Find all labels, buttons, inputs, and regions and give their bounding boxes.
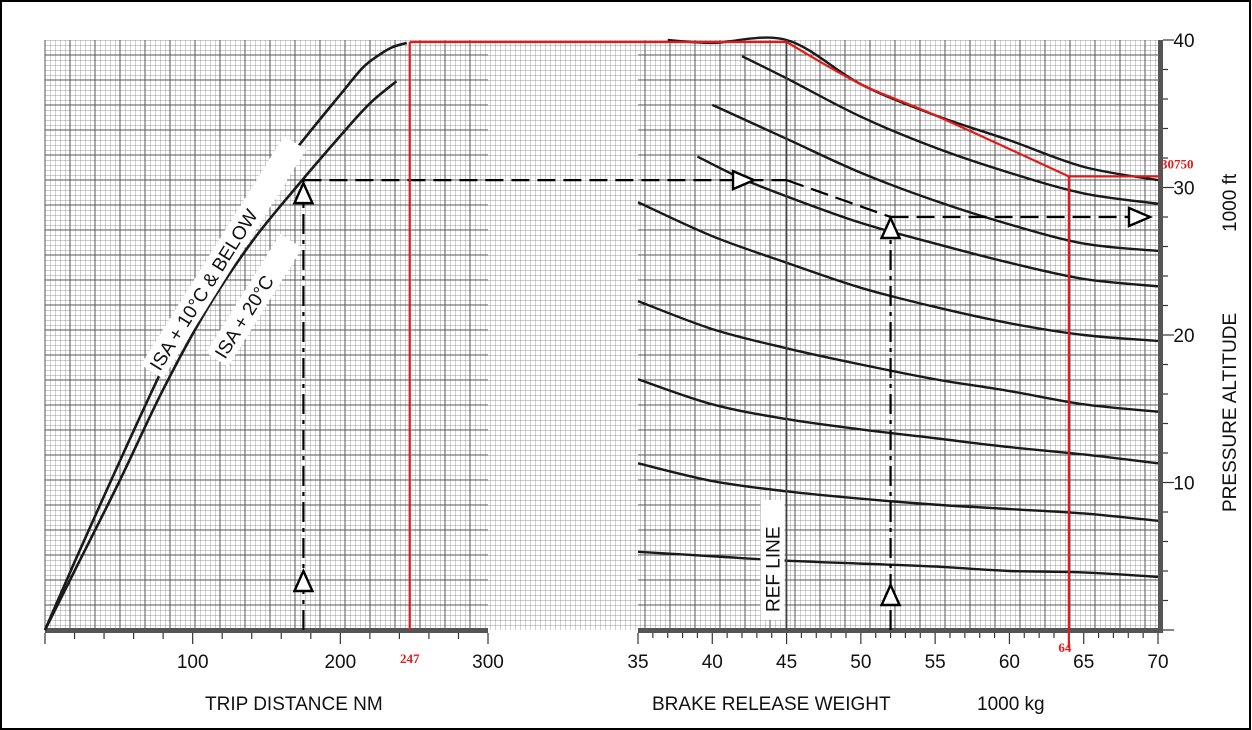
ref-line-group: REF LINE xyxy=(760,40,788,630)
distance-tick-label: 100 xyxy=(177,652,209,673)
axis-ticks xyxy=(44,39,1174,644)
weight-axis-unit: 1000 kg xyxy=(977,694,1045,715)
weight-curve xyxy=(637,462,1159,523)
arrow-up-icon xyxy=(292,180,315,205)
curve-label-bg xyxy=(205,234,303,367)
altitude-tick-label: 40 xyxy=(1173,31,1194,52)
distance-grid xyxy=(45,40,488,630)
weight-tick-label: 65 xyxy=(1073,652,1094,673)
distance-tick-label: 300 xyxy=(472,652,504,673)
ref-line-label-bg xyxy=(760,500,785,620)
weight-curve xyxy=(637,201,1159,343)
red-weight-label: 64 xyxy=(1058,640,1072,655)
weight-tick-label: 70 xyxy=(1147,652,1168,673)
weight-grid xyxy=(638,40,1158,630)
weight-axis-bar xyxy=(638,628,1158,633)
weight-tick-label: 55 xyxy=(925,652,946,673)
example-along-curve xyxy=(786,179,891,219)
weight-tick-label: 50 xyxy=(850,652,871,673)
altitude-axis-title: PRESSURE ALTITUDE xyxy=(1220,313,1241,512)
weight-curve xyxy=(637,550,1159,579)
distance-tick-label: 200 xyxy=(324,652,356,673)
arrow-right-icon xyxy=(1127,206,1154,228)
weight-tick-label: 40 xyxy=(702,652,723,673)
ref-line-label: REF LINE xyxy=(764,526,785,612)
distance-axis-bar xyxy=(45,628,488,633)
weight-axis-title: BRAKE RELEASE WEIGHT xyxy=(652,694,891,715)
distance-curve xyxy=(43,80,398,631)
red-overlay: 247 64 30750 xyxy=(400,40,1194,666)
weight-tick-label: 35 xyxy=(627,652,648,673)
curve-label-bg xyxy=(140,135,307,379)
arrow-right-icon xyxy=(731,169,758,191)
altitude-tick-label: 10 xyxy=(1173,474,1194,495)
weight-curve xyxy=(637,299,1159,413)
example-dashed-path xyxy=(292,169,1154,630)
arrow-up-icon xyxy=(292,568,315,593)
altitude-tick-label: 20 xyxy=(1173,326,1194,347)
red-altitude-label: 30750 xyxy=(1161,156,1194,171)
distance-axis-title: TRIP DISTANCE NM xyxy=(205,694,383,715)
arrow-up-icon xyxy=(879,582,902,607)
weight-tick-label: 45 xyxy=(776,652,797,673)
altitude-axis-unit: 1000 ft xyxy=(1220,173,1241,232)
weight-curve xyxy=(637,378,1159,465)
weight-tick-label: 60 xyxy=(999,652,1020,673)
altitude-tick-label: 30 xyxy=(1173,179,1194,200)
axis-tick-labels: 100 200 300 35 40 45 50 55 60 65 70 10 20 30 40 xyxy=(177,31,1195,673)
altitude-axis-bar xyxy=(1158,40,1163,633)
red-top-curve xyxy=(786,41,1070,178)
red-distance-label: 247 xyxy=(400,651,420,666)
arrow-up-icon xyxy=(879,215,902,240)
middle-grid xyxy=(488,40,638,630)
